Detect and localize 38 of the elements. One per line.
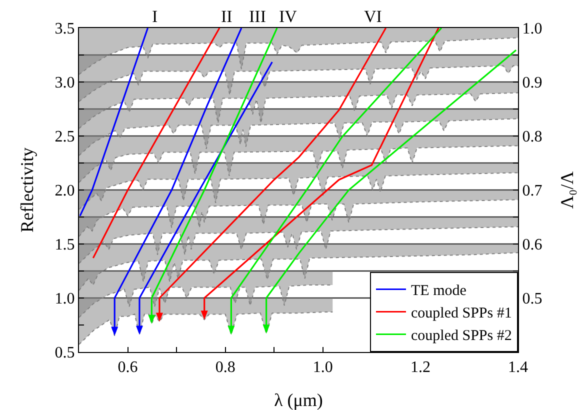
y2-axis-title: Λ₀/Λ <box>557 171 577 209</box>
x-tick-label: 1.0 <box>312 359 333 376</box>
x-tick-label: 0.8 <box>215 359 236 376</box>
y2-tick-label: 0.6 <box>522 236 542 254</box>
line-series <box>79 312 334 345</box>
x-axis-title: λ (μm) <box>274 390 323 410</box>
text: IV <box>279 7 298 26</box>
text: II <box>221 7 233 26</box>
text: I <box>152 7 158 26</box>
line-series <box>79 118 518 156</box>
y2-tick-label: 0.5 <box>522 290 542 308</box>
y-tick-label: 3.0 <box>54 74 75 92</box>
y2-tick-label: 0.8 <box>522 128 542 146</box>
line-series <box>79 65 518 102</box>
y-tick-label: 2.0 <box>54 182 75 200</box>
y-tick-label: 3.5 <box>54 20 75 38</box>
y-axis-title: Reflectivity <box>17 148 37 232</box>
y-tick-label: 1.5 <box>54 236 75 254</box>
line-series <box>79 92 518 129</box>
legend-label: coupled SPPs #1 <box>411 306 512 322</box>
x-tick-label: 1.2 <box>410 359 430 376</box>
y-tick-label: 0.5 <box>54 344 75 362</box>
text: VI <box>364 7 382 26</box>
line-series <box>79 226 518 264</box>
x-tick-label: 0.6 <box>118 359 138 376</box>
legend-label: coupled SPPs #2 <box>411 328 512 344</box>
line-series <box>79 172 518 210</box>
line-series <box>79 199 518 237</box>
legend-label: TE mode <box>411 283 467 300</box>
line-series <box>79 37 518 75</box>
line-series <box>79 145 518 183</box>
text: III <box>249 7 266 26</box>
y-tick-label: 1.0 <box>54 290 75 308</box>
y2-tick-label: 0.7 <box>522 182 542 200</box>
x-tick-label: 1.4 <box>508 359 528 376</box>
y-tick-label: 2.5 <box>54 128 75 146</box>
y2-tick-label: 0.9 <box>522 74 542 92</box>
y2-tick-label: 1.0 <box>522 20 542 38</box>
